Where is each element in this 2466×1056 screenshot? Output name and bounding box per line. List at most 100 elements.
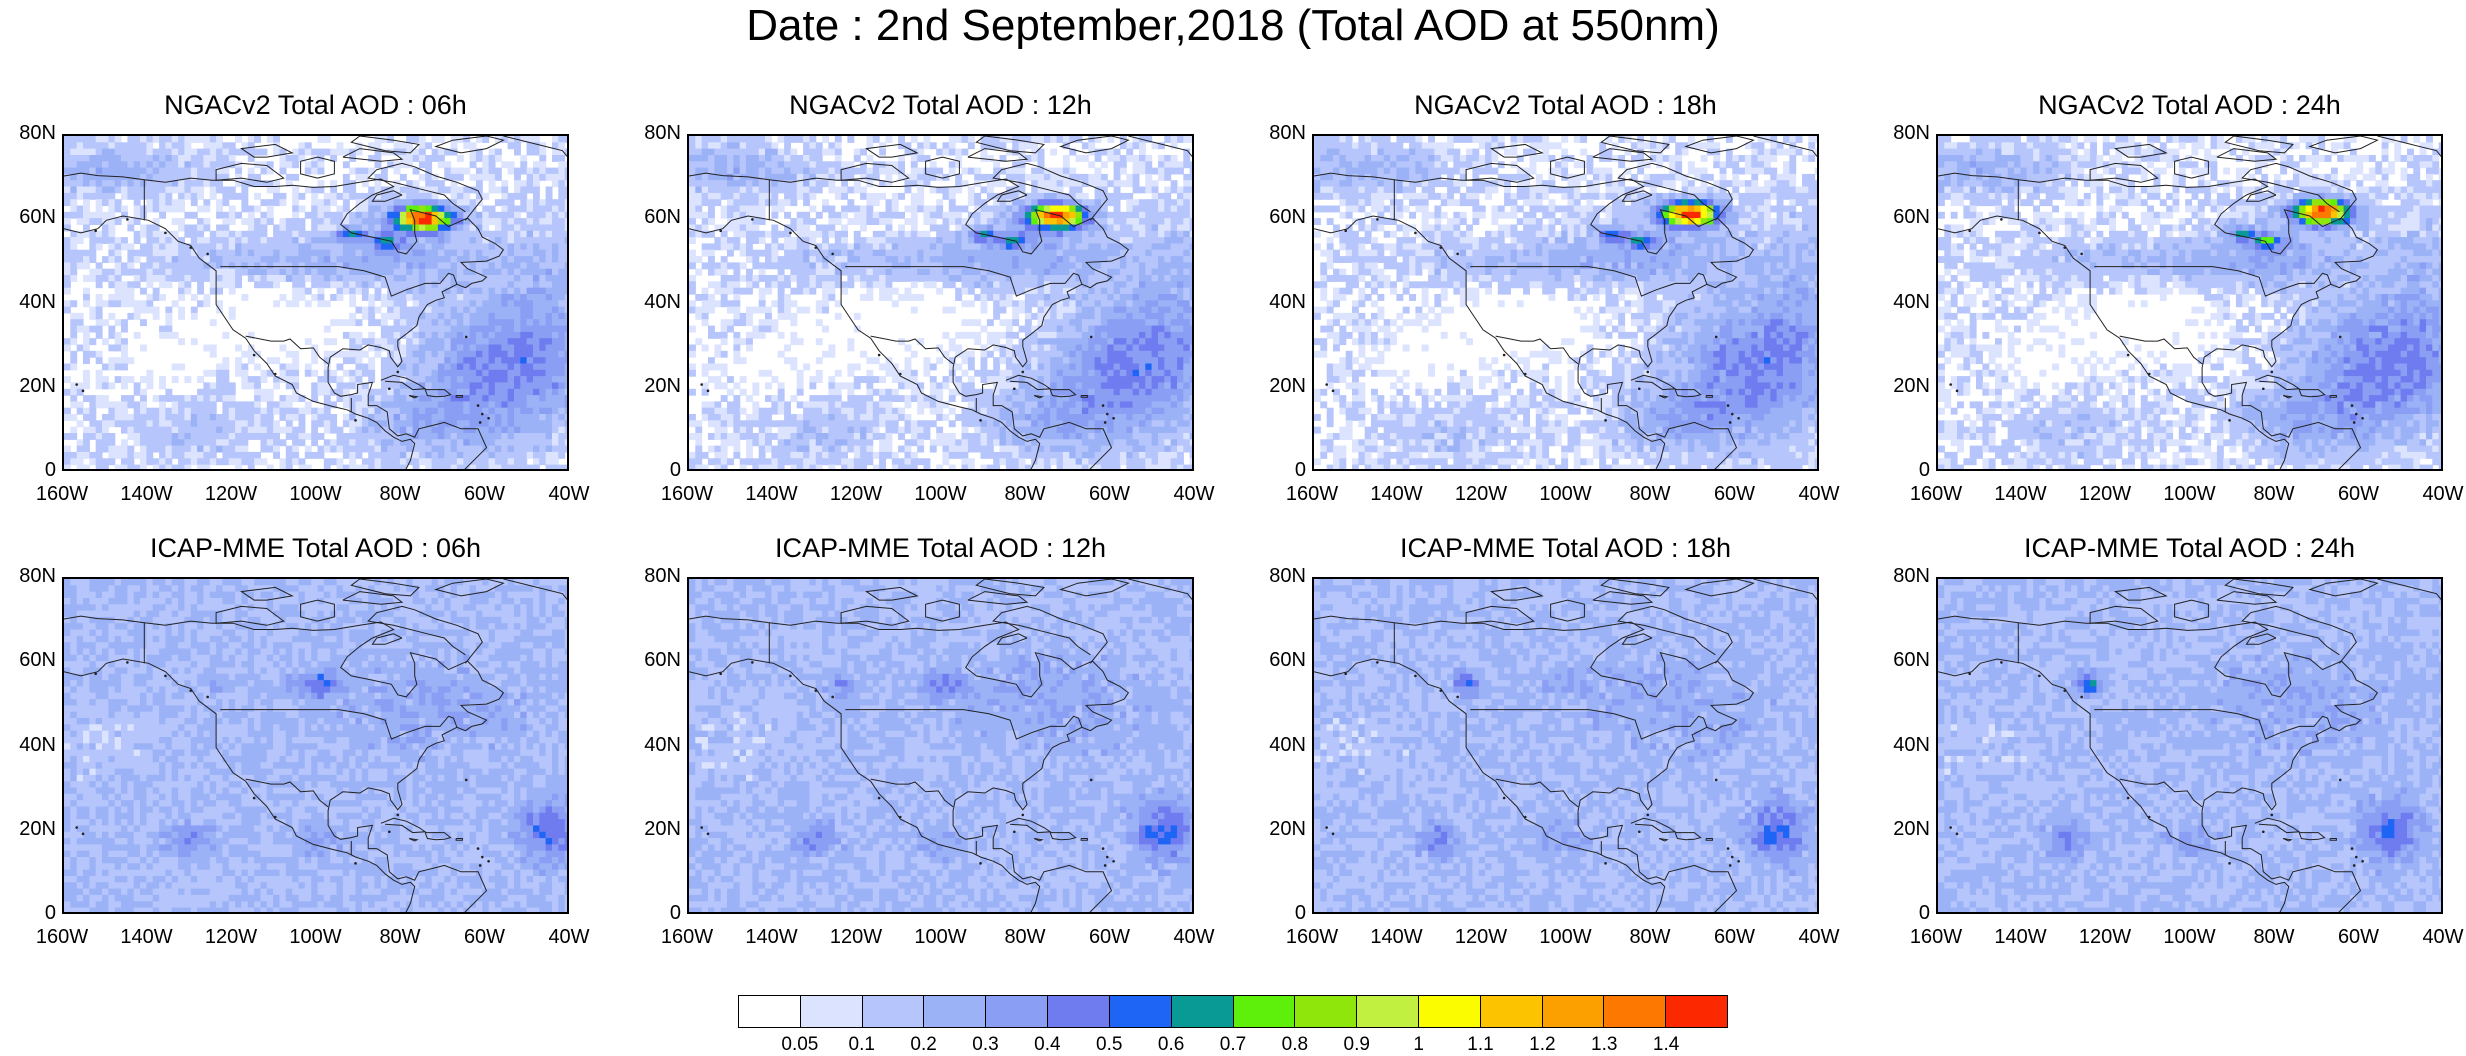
- lon-tick-label: 160W: [1272, 926, 1352, 949]
- colorbar-level-label: 1.3: [1574, 1034, 1634, 1056]
- lon-tick-label: 80W: [360, 483, 440, 506]
- colorbar-swatch: [986, 996, 1049, 1027]
- lon-tick-label: 140W: [107, 926, 187, 949]
- coastlines: [689, 579, 1192, 912]
- coastlines: [1314, 579, 1817, 912]
- panel-title: ICAP-MME Total AOD : 06h: [62, 533, 569, 564]
- lon-tick-label: 60W: [445, 926, 525, 949]
- lon-tick-label: 100W: [2150, 483, 2230, 506]
- colorbar-swatch: [1542, 996, 1605, 1027]
- lon-tick-label: 100W: [901, 483, 981, 506]
- panel-title: NGACv2 Total AOD : 24h: [1936, 90, 2443, 121]
- lat-tick-label: 0: [1870, 459, 1930, 482]
- lon-tick-label: 160W: [1272, 483, 1352, 506]
- lon-tick-label: 40W: [1154, 483, 1234, 506]
- colorbar-level-label: 0.6: [1141, 1034, 1201, 1056]
- lat-tick-label: 20N: [1246, 375, 1306, 398]
- colorbar-level-label: 0.9: [1327, 1034, 1387, 1056]
- lon-tick-label: 60W: [2319, 926, 2399, 949]
- colorbar-level-label: 0.1: [832, 1034, 892, 1056]
- lon-tick-label: 100W: [276, 926, 356, 949]
- lat-tick-label: 40N: [0, 734, 56, 757]
- colorbar-swatch: [739, 996, 801, 1027]
- lat-tick-label: 0: [621, 459, 681, 482]
- aod-field: [1938, 136, 2441, 469]
- lat-tick-label: 20N: [1246, 818, 1306, 841]
- lat-tick-label: 0: [1246, 459, 1306, 482]
- lon-tick-label: 120W: [191, 926, 271, 949]
- coastlines: [1938, 136, 2441, 469]
- map-panel: [1936, 577, 2443, 914]
- lat-tick-label: 0: [0, 902, 56, 925]
- lon-tick-label: 100W: [276, 483, 356, 506]
- lat-tick-label: 60N: [621, 649, 681, 672]
- lon-tick-label: 80W: [2234, 483, 2314, 506]
- lat-tick-label: 60N: [1246, 649, 1306, 672]
- lat-tick-label: 20N: [621, 375, 681, 398]
- lon-tick-label: 140W: [1981, 926, 2061, 949]
- map-panel: [62, 134, 569, 471]
- coastlines: [1938, 579, 2441, 912]
- lat-tick-label: 80N: [1870, 565, 1930, 588]
- lon-tick-label: 160W: [1896, 926, 1976, 949]
- colorbar-level-label: 1.2: [1512, 1034, 1572, 1056]
- lon-tick-label: 40W: [1154, 926, 1234, 949]
- lon-tick-label: 60W: [1695, 483, 1775, 506]
- colorbar-swatch: [1171, 996, 1234, 1027]
- lat-tick-label: 80N: [1870, 122, 1930, 145]
- aod-field: [689, 136, 1192, 469]
- colorbar-swatch: [1418, 996, 1481, 1027]
- lat-tick-label: 40N: [621, 734, 681, 757]
- lon-tick-label: 80W: [2234, 926, 2314, 949]
- lat-tick-label: 20N: [0, 818, 56, 841]
- lon-tick-label: 140W: [1357, 926, 1437, 949]
- map-panel: [1312, 577, 1819, 914]
- lat-tick-label: 20N: [1870, 375, 1930, 398]
- lat-tick-label: 60N: [1870, 206, 1930, 229]
- lon-tick-label: 60W: [1695, 926, 1775, 949]
- lon-tick-label: 140W: [732, 926, 812, 949]
- map-panel: [687, 134, 1194, 471]
- lat-tick-label: 80N: [0, 565, 56, 588]
- coastlines: [64, 579, 567, 912]
- lat-tick-label: 40N: [1246, 734, 1306, 757]
- lon-tick-label: 40W: [529, 483, 609, 506]
- colorbar-swatch: [1233, 996, 1296, 1027]
- lon-tick-label: 160W: [22, 926, 102, 949]
- lat-tick-label: 40N: [0, 291, 56, 314]
- lon-tick-label: 60W: [2319, 483, 2399, 506]
- lat-tick-label: 20N: [0, 375, 56, 398]
- lon-tick-label: 80W: [985, 483, 1065, 506]
- aod-field: [1314, 136, 1817, 469]
- lon-tick-label: 120W: [2065, 483, 2145, 506]
- lon-tick-label: 80W: [1610, 926, 1690, 949]
- colorbar-level-label: 0.5: [1079, 1034, 1139, 1056]
- colorbar-swatch: [800, 996, 863, 1027]
- lon-tick-label: 60W: [445, 483, 525, 506]
- colorbar-level-label: 0.2: [894, 1034, 954, 1056]
- coastlines: [64, 136, 567, 469]
- colorbar-swatch: [1480, 996, 1543, 1027]
- lat-tick-label: 40N: [621, 291, 681, 314]
- lat-tick-label: 80N: [621, 565, 681, 588]
- panel-title: ICAP-MME Total AOD : 18h: [1312, 533, 1819, 564]
- colorbar-swatch: [1357, 996, 1419, 1027]
- lat-tick-label: 60N: [0, 206, 56, 229]
- aod-field: [64, 579, 567, 912]
- colorbar-swatch: [862, 996, 925, 1027]
- map-panel: [1312, 134, 1819, 471]
- lon-tick-label: 40W: [2403, 926, 2466, 949]
- aod-field: [689, 579, 1192, 912]
- lon-tick-label: 120W: [1441, 483, 1521, 506]
- colorbar-level-label: 0.05: [770, 1034, 830, 1056]
- aod-field: [1314, 579, 1817, 912]
- lon-tick-label: 160W: [1896, 483, 1976, 506]
- panel-title: NGACv2 Total AOD : 18h: [1312, 90, 1819, 121]
- lon-tick-label: 40W: [1779, 483, 1859, 506]
- lon-tick-label: 140W: [732, 483, 812, 506]
- map-panel: [1936, 134, 2443, 471]
- panel-title: NGACv2 Total AOD : 06h: [62, 90, 569, 121]
- lon-tick-label: 160W: [22, 483, 102, 506]
- lat-tick-label: 60N: [1870, 649, 1930, 672]
- lat-tick-label: 40N: [1870, 734, 1930, 757]
